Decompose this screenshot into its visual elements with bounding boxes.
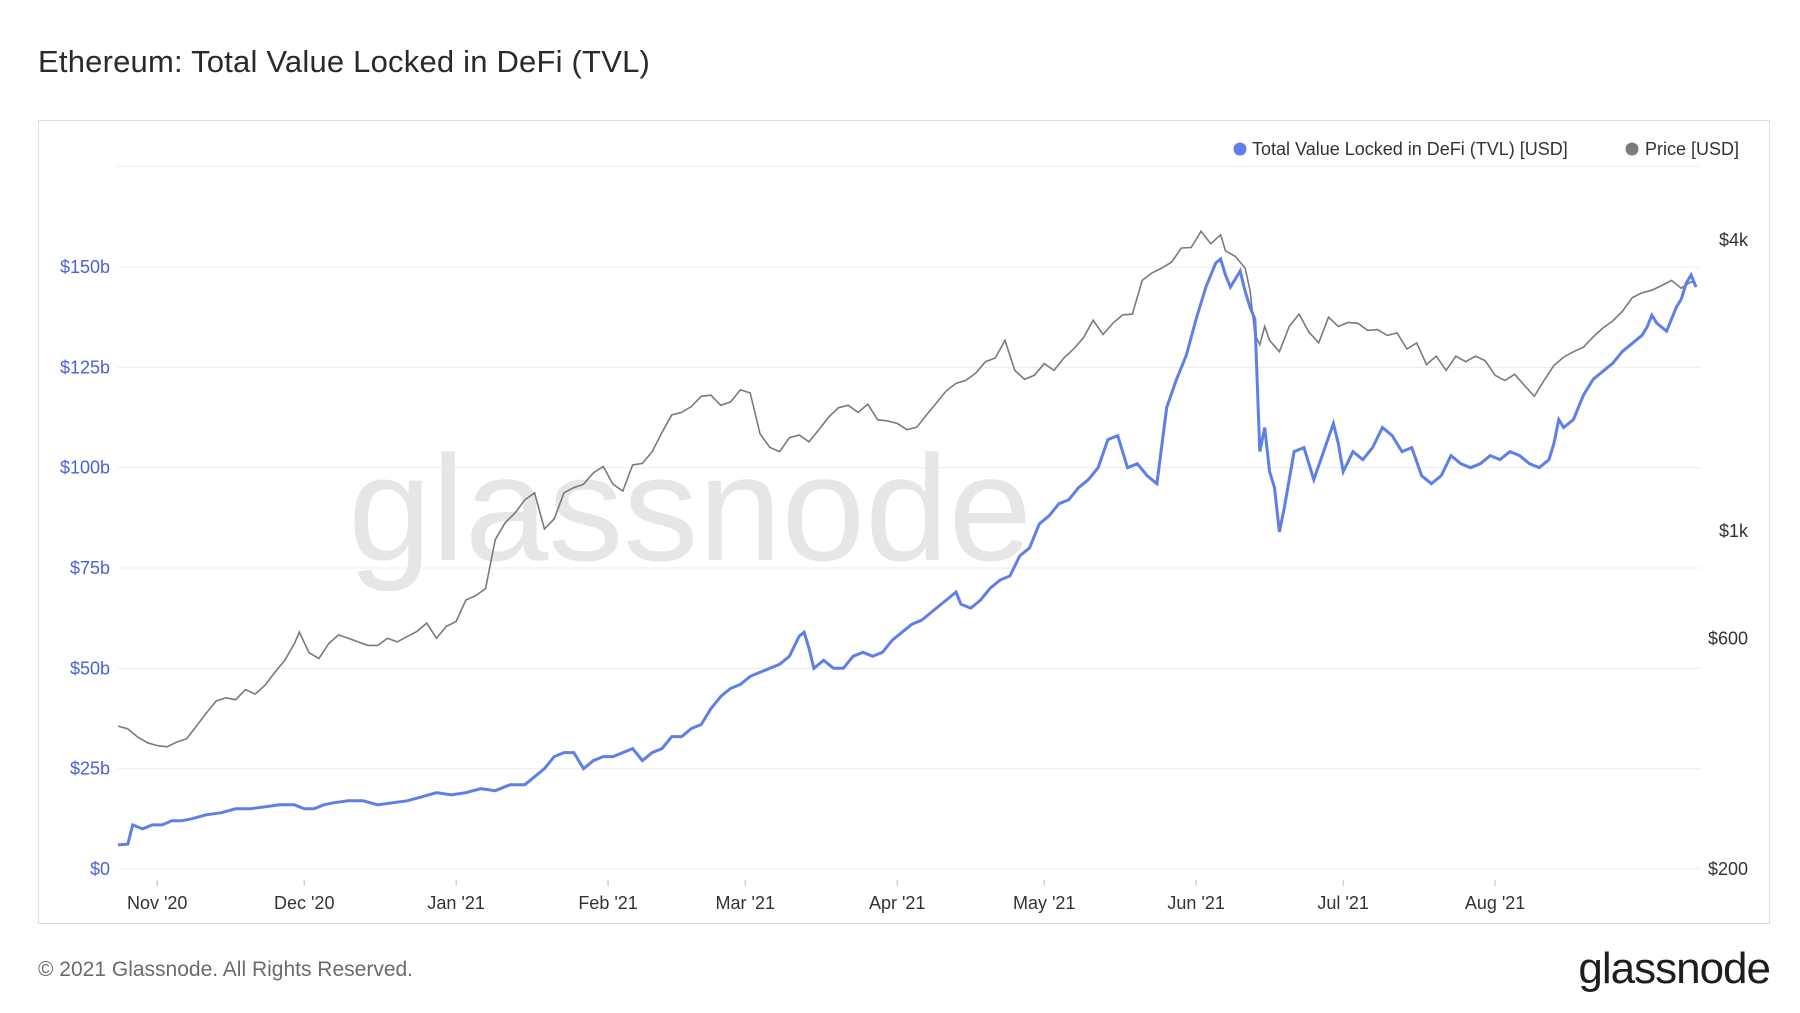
chart-frame <box>38 120 1770 924</box>
chart-title: Ethereum: Total Value Locked in DeFi (TV… <box>38 44 651 79</box>
left-axis-tick-label: $150b <box>60 257 110 277</box>
left-axis-tick-label: $50b <box>70 658 110 678</box>
left-axis-tick-label: $100b <box>60 458 110 478</box>
left-axis-tick-label: $75b <box>70 558 110 578</box>
legend-tvl-label: Total Value Locked in DeFi (TVL) [USD] <box>1252 139 1568 159</box>
right-axis-tick-label: $200 <box>1708 859 1748 879</box>
watermark: glassnode <box>348 424 1032 592</box>
legend: Total Value Locked in DeFi (TVL) [USD] P… <box>1233 139 1740 159</box>
legend-price-swatch <box>1625 142 1639 156</box>
legend-price-label: Price [USD] <box>1645 139 1739 159</box>
x-axis-tick-label: Jun '21 <box>1167 893 1224 913</box>
x-axis-tick-label: Mar '21 <box>716 893 775 913</box>
x-axis-tick-label: May '21 <box>1013 893 1075 913</box>
left-axis-tick-label: $0 <box>90 859 110 879</box>
legend-item-price[interactable]: Price [USD] <box>1625 139 1740 159</box>
x-axis-tick-label: Apr '21 <box>869 893 925 913</box>
tvl-series-line <box>117 256 1698 847</box>
right-axis: $200 $600 $1k $4k <box>1708 230 1749 879</box>
right-axis-tick-label: $4k <box>1719 230 1749 250</box>
glassnode-logo[interactable]: glassnode <box>1578 944 1771 993</box>
copyright-footer: © 2021 Glassnode. All Rights Reserved. <box>38 958 414 981</box>
legend-tvl-swatch <box>1233 142 1247 156</box>
right-axis-tick-label: $1k <box>1719 521 1749 541</box>
gridlines <box>118 166 1700 870</box>
left-axis-tick-label: $125b <box>60 357 110 377</box>
left-axis-tick-label: $25b <box>70 759 110 779</box>
x-axis-tick-label: Nov '20 <box>127 893 187 913</box>
x-axis-tick-label: Feb '21 <box>578 893 637 913</box>
x-axis-tick-label: Aug '21 <box>1465 893 1526 913</box>
x-axis-tick-label: Jan '21 <box>427 893 484 913</box>
legend-item-tvl[interactable]: Total Value Locked in DeFi (TVL) [USD] <box>1233 139 1568 159</box>
x-axis: Nov '20 Dec '20 Jan '21 Feb '21 Mar '21 Apr '… <box>127 880 1525 913</box>
price-series-line <box>117 229 1697 748</box>
right-axis-tick-label: $600 <box>1708 628 1748 648</box>
x-axis-tick-label: Dec '20 <box>274 893 334 913</box>
left-axis: $0 $25b $50b $75b $100b $125b $150b <box>60 257 110 879</box>
x-axis-tick-label: Jul '21 <box>1317 893 1368 913</box>
